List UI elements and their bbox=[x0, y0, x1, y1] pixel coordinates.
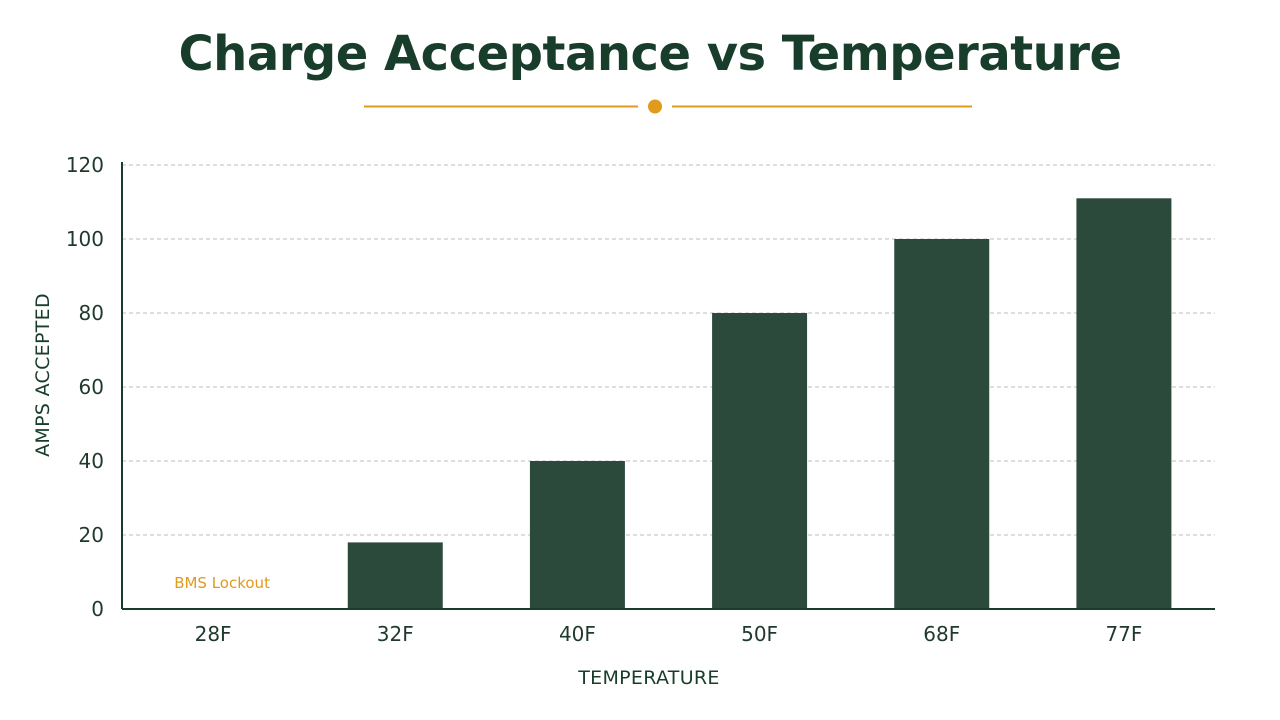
x-tick-label: 32F bbox=[377, 622, 414, 646]
x-tick-label: 40F bbox=[559, 622, 596, 646]
y-tick-label: 20 bbox=[79, 523, 104, 547]
x-axis-title: TEMPERATURE bbox=[577, 667, 719, 689]
x-tick-label: 77F bbox=[1105, 622, 1142, 646]
bar bbox=[712, 313, 808, 609]
x-tick-label: 50F bbox=[741, 622, 778, 646]
y-tick-label: 80 bbox=[79, 301, 104, 325]
y-tick-label: 60 bbox=[79, 375, 104, 399]
bar bbox=[1076, 198, 1172, 610]
y-tick-label: 120 bbox=[66, 153, 104, 177]
annotation-label: BMS Lockout bbox=[174, 574, 270, 592]
x-tick-label: 68F bbox=[923, 622, 960, 646]
bar bbox=[894, 239, 990, 609]
y-axis-title: AMPS ACCEPTED bbox=[32, 293, 54, 457]
y-tick-label: 40 bbox=[79, 449, 104, 473]
bar bbox=[347, 542, 443, 609]
y-tick-label: 100 bbox=[66, 227, 104, 251]
bar bbox=[529, 461, 625, 609]
x-tick-label: 28F bbox=[195, 622, 232, 646]
y-tick-label: 0 bbox=[91, 597, 104, 621]
chart-title: Charge Acceptance vs Temperature bbox=[178, 26, 1122, 82]
